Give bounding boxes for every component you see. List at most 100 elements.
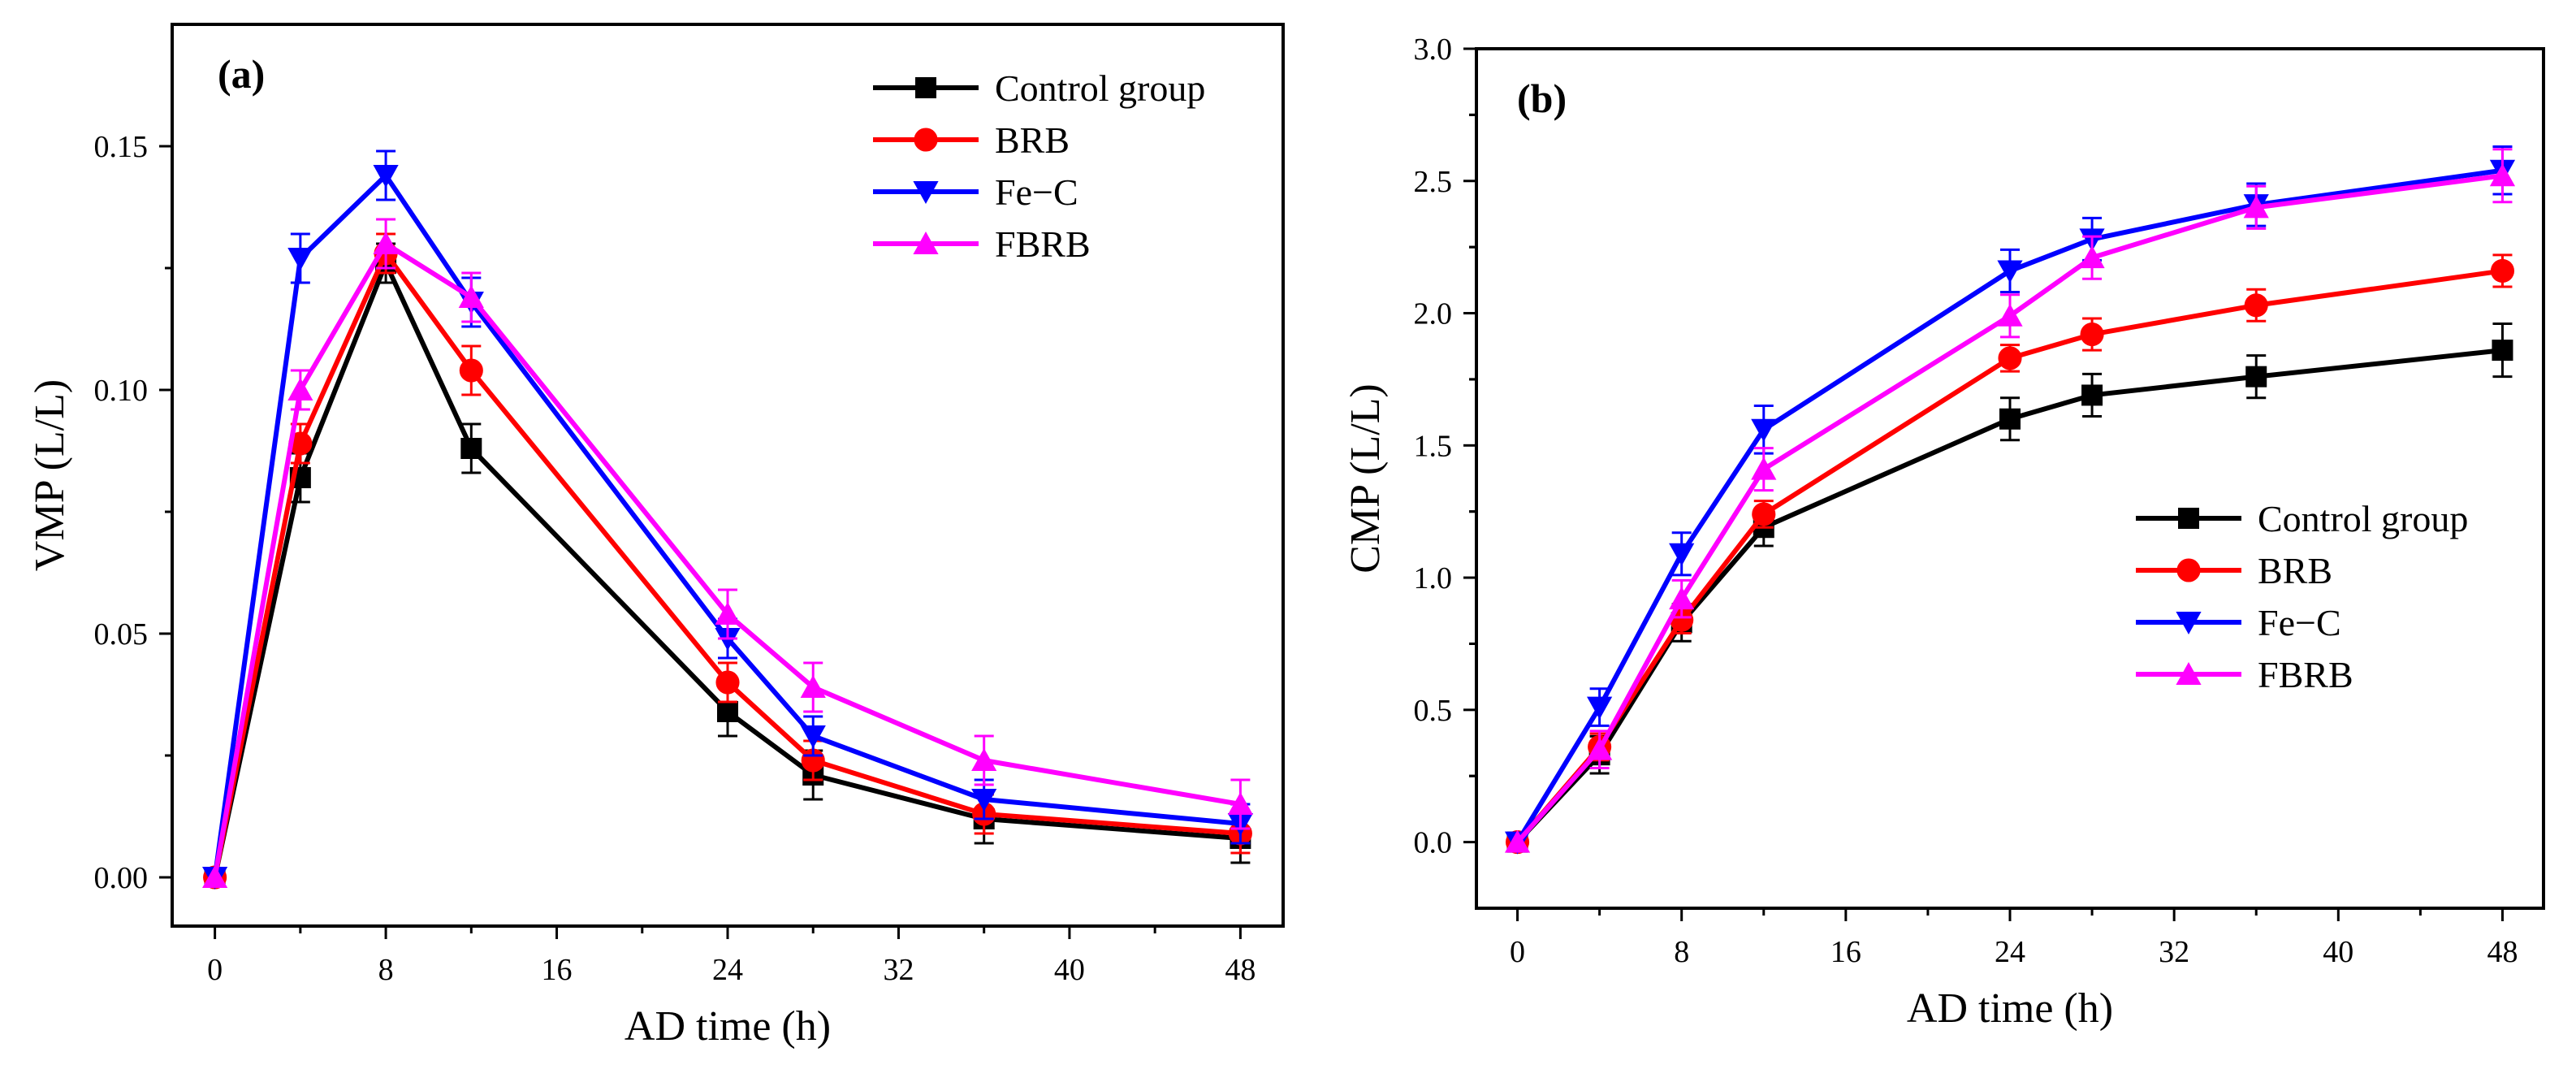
plot-frame [171, 23, 1285, 928]
legend-entry: BRB [873, 119, 1070, 161]
legend-entry: FBRB [873, 223, 1091, 265]
chart-panel-a: 0 8 16 24 32 40 48 0.00 0.05 0.10 0.15 AD time (h) V… [27, 23, 1285, 1050]
data-point [2081, 384, 2103, 406]
data-point [287, 378, 313, 400]
legend-marker [2176, 612, 2202, 634]
data-point [1752, 502, 1776, 526]
x-tick-label: 24 [712, 953, 743, 987]
x-tick-label: 8 [1674, 935, 1689, 969]
data-point [971, 789, 997, 812]
data-point [1669, 543, 1695, 566]
y-tick-label: 0.15 [94, 130, 149, 164]
legend-label: BRB [995, 119, 1070, 161]
data-point [458, 285, 484, 308]
x-tick-label: 8 [378, 953, 394, 987]
series-line [212, 251, 1241, 878]
data-point [1998, 346, 2022, 370]
legend-label: FBRB [995, 223, 1091, 265]
panel-label: (a) [218, 51, 265, 97]
x-tick-label: 48 [2487, 935, 2518, 969]
series-line [1515, 348, 2503, 844]
data-point [373, 165, 399, 188]
data-point [202, 865, 228, 888]
x-tick-label: 0 [207, 953, 223, 987]
data-point [717, 701, 738, 722]
legend-marker [913, 232, 939, 254]
legend-entry: Control group [873, 67, 1205, 109]
data-point [800, 675, 826, 698]
data-point [715, 602, 741, 625]
data-point [1227, 792, 1253, 815]
legend-marker [2176, 662, 2202, 685]
legend-marker [915, 77, 936, 98]
legend-entry: Fe−C [2136, 602, 2341, 643]
y-tick-label: 2.0 [1414, 297, 1453, 331]
y-tick-label: 0.5 [1414, 694, 1453, 728]
y-tick-label: 2.5 [1414, 165, 1453, 199]
x-tick-label: 24 [1995, 935, 2025, 969]
data-point [2245, 366, 2267, 387]
y-tick-label: 0.00 [94, 861, 149, 895]
y-axis-label: CMP (L/L) [1342, 383, 1389, 574]
data-point [287, 248, 313, 271]
series-FBRB [202, 218, 1253, 888]
data-point [2492, 340, 2513, 361]
x-tick-label: 16 [542, 953, 573, 987]
data-point [1999, 408, 2021, 430]
legend-label: Control group [995, 67, 1205, 109]
y-tick-label: 0.10 [94, 374, 149, 408]
data-point [1751, 457, 1777, 480]
y-tick-label: 0.05 [94, 617, 149, 652]
x-tick-label: 0 [1510, 935, 1525, 969]
chart-panel-b: 0 8 16 24 32 40 48 0.0 0.5 1.0 1.5 2.0 2.5 3.0 AD time… [1342, 32, 2545, 1032]
data-point [1997, 260, 2023, 284]
series-BRB [1505, 253, 2515, 855]
x-axis-label: AD time (h) [625, 1003, 831, 1050]
legend-entry: FBRB [2136, 654, 2353, 695]
y-tick-label: 1.0 [1414, 561, 1453, 595]
panel-label: (b) [1517, 76, 1567, 121]
legend-marker [913, 181, 939, 204]
data-point [2489, 163, 2516, 187]
data-point [2079, 245, 2105, 269]
series-line [212, 241, 1241, 878]
data-point [373, 232, 399, 254]
legend-label: Fe−C [995, 171, 1078, 213]
series-line [212, 173, 1241, 878]
legend-label: BRB [2258, 550, 2332, 591]
legend-marker [2178, 508, 2199, 529]
data-point [1504, 829, 1531, 853]
legend-label: Control group [2258, 498, 2468, 539]
data-point [1751, 418, 1777, 442]
data-point [459, 358, 483, 383]
series-FBRB [1504, 148, 2516, 853]
data-point [2244, 293, 2268, 318]
y-tick-label: 3.0 [1414, 32, 1453, 67]
series-line [1515, 173, 2503, 844]
legend-marker [2176, 558, 2201, 582]
series-Control group [204, 242, 1251, 888]
y-tick-label: 1.5 [1414, 429, 1453, 463]
data-point [2490, 258, 2515, 284]
data-point [715, 670, 740, 695]
x-tick-label: 40 [2323, 935, 2353, 969]
x-tick-label: 32 [2159, 935, 2189, 969]
legend-label: Fe−C [2258, 602, 2341, 643]
series-Control group [1506, 323, 2513, 853]
series-line [1515, 167, 2503, 844]
x-axis-label: AD time (h) [1907, 985, 2113, 1032]
plot-frame [1475, 47, 2545, 910]
x-tick-label: 32 [883, 953, 914, 987]
series-line [212, 261, 1241, 878]
data-point [1669, 587, 1695, 610]
legend-marker [914, 128, 938, 152]
data-point [460, 438, 482, 459]
y-axis-label: VMP (L/L) [27, 379, 73, 571]
data-point [2080, 323, 2104, 347]
legend-entry: Control group [2136, 498, 2468, 539]
data-point [2243, 195, 2269, 219]
x-tick-label: 40 [1054, 953, 1085, 987]
x-tick-label: 48 [1225, 953, 1256, 987]
legend-entry: BRB [2136, 550, 2332, 591]
